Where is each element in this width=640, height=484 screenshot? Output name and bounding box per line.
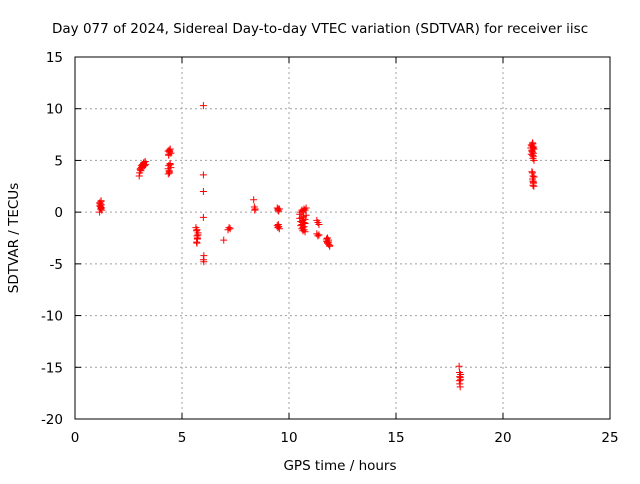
data-point [199,213,207,221]
x-tick-labels: 0 5 10 15 20 25 [71,430,619,446]
data-point [530,182,538,190]
data-point [200,258,208,266]
data-point [324,234,332,242]
data-point [275,205,283,213]
y-tick-label: 0 [54,205,63,221]
data-point [166,160,174,168]
data-point [314,232,322,240]
data-point [529,152,537,160]
data-point [300,212,308,220]
data-point [193,226,201,234]
data-point [455,362,463,370]
x-tick-label: 0 [71,430,80,446]
data-point [199,187,207,195]
data-point [194,231,202,239]
x-tick-label: 20 [494,430,511,446]
x-tick-label: 15 [387,430,404,446]
data-points [96,102,538,391]
y-tick-label: 15 [46,50,63,66]
data-point [302,204,310,212]
data-point [96,202,104,210]
data-point [275,225,283,233]
data-point [315,231,323,239]
x-axis-label: GPS time / hours [283,458,396,474]
data-point [325,238,333,246]
data-point [530,156,538,164]
data-point [167,164,175,172]
data-point [456,383,464,391]
data-point [301,228,309,236]
data-point [199,102,207,110]
data-point [251,205,259,213]
data-point [529,144,537,152]
data-point [96,208,104,216]
chart-title: Day 077 of 2024, Sidereal Day-to-day VTE… [52,21,588,37]
y-tick-label: 10 [46,102,63,118]
y-tick-labels: -20 -15 -10 -5 0 5 10 15 [41,50,63,428]
data-point [199,171,207,179]
data-point [456,373,464,381]
axis-ticks [74,56,611,420]
data-point [298,218,306,226]
y-tick-label: -5 [50,257,63,273]
data-point [250,196,258,204]
y-tick-label: -10 [41,309,63,325]
data-point [315,221,323,229]
data-point [165,151,173,159]
data-point [193,234,201,242]
x-tick-label: 25 [601,430,618,446]
data-point [530,173,538,181]
data-point [457,376,465,384]
data-point [220,236,228,244]
y-tick-label: -15 [41,360,63,376]
data-point [139,161,147,169]
data-point [97,197,105,205]
data-point [528,168,536,176]
data-point [226,225,234,233]
y-tick-label: -20 [41,412,63,428]
data-point [166,147,174,155]
data-point [97,203,105,211]
data-point [297,222,305,230]
plot-frame [74,56,611,420]
y-axis-label: SDTVAR / TECUs [6,183,22,293]
grid-lines [75,57,610,419]
x-tick-label: 5 [178,430,187,446]
data-point [326,241,334,249]
data-point [225,224,233,232]
data-point [165,168,173,176]
y-tick-label: 5 [54,153,63,169]
x-tick-label: 10 [280,430,297,446]
